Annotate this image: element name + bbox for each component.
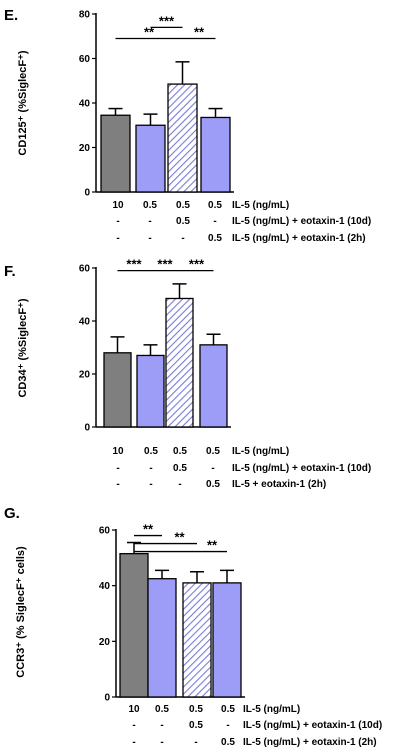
condition-cell: - <box>116 479 119 490</box>
panel-label: G. <box>4 505 20 522</box>
significance-label: ** <box>194 24 205 39</box>
bar-1 <box>119 553 149 698</box>
condition-cell: - <box>116 233 119 244</box>
condition-cell: 0.5 <box>143 200 157 211</box>
bar-3 <box>167 83 198 193</box>
condition-row-label: IL-5 (ng/mL) + eotaxin-1 (2h) <box>232 233 366 244</box>
condition-cell: 0.5 <box>173 446 187 457</box>
condition-cell: 0.5 <box>206 479 220 490</box>
y-tick-label: 60 <box>79 54 91 65</box>
condition-cell: 10 <box>112 200 124 211</box>
bar-2 <box>136 354 165 428</box>
condition-cell: 10 <box>112 446 124 457</box>
condition-cell: - <box>132 720 135 731</box>
bar-4 <box>200 116 231 193</box>
condition-cell: - <box>116 463 119 474</box>
significance-label: *** <box>189 257 205 272</box>
y-tick-label: 20 <box>79 143 91 154</box>
condition-cell: - <box>194 737 197 748</box>
significance-label: ** <box>207 538 218 553</box>
y-tick-label: 60 <box>79 264 91 275</box>
y-tick-label: 40 <box>79 317 91 328</box>
condition-cell: 0.5 <box>189 704 203 715</box>
condition-row-label: IL-5 (ng/mL) + eotaxin-1 (2h) <box>243 737 377 748</box>
bar-1 <box>100 114 131 193</box>
condition-cell: - <box>149 463 152 474</box>
condition-row-label: IL-5 (ng/mL) + eotaxin-1 (10d) <box>243 720 382 731</box>
y-axis-label: CD34⁺ (%SiglecF⁺) <box>17 298 29 397</box>
y-tick-label: 20 <box>99 637 111 648</box>
chart-panel-f: F. CD34⁺ (%SiglecF⁺) 0 20 40 60 *** *** *** 10 0.5… <box>4 257 371 490</box>
condition-cell: - <box>181 233 184 244</box>
chart-panel-g: G. CCR3⁺ (% SiglecF⁺ cells) 0 20 40 60 ** ** ** 1… <box>4 505 382 748</box>
condition-cell: 0.5 <box>221 737 235 748</box>
condition-cell: - <box>116 216 119 227</box>
bar-2 <box>147 578 177 698</box>
condition-cell: 0.5 <box>176 216 190 227</box>
panel-label: E. <box>4 7 18 24</box>
y-tick-label: 40 <box>99 581 111 592</box>
condition-cell: - <box>213 216 216 227</box>
y-tick-label: 40 <box>79 99 91 110</box>
condition-cell: - <box>160 720 163 731</box>
panel-label: F. <box>4 263 16 280</box>
condition-row-label: IL-5 (ng/mL) <box>243 704 300 715</box>
condition-cell: 0.5 <box>155 704 169 715</box>
condition-row-label: IL-5 (ng/mL) <box>232 446 289 457</box>
condition-cell: - <box>160 737 163 748</box>
condition-cell: 0.5 <box>173 463 187 474</box>
condition-cell: - <box>148 216 151 227</box>
condition-row-label: IL-5 (ng/mL) + eotaxin-1 (10d) <box>232 463 371 474</box>
y-tick-label: 0 <box>84 423 90 434</box>
condition-cell: - <box>226 720 229 731</box>
bar-3 <box>165 297 194 428</box>
y-tick-label: 0 <box>84 188 90 199</box>
condition-cell: 10 <box>128 704 140 715</box>
condition-cell: 0.5 <box>176 200 190 211</box>
y-axis-label: CCR3⁺ (% SiglecF⁺ cells) <box>15 546 27 678</box>
condition-row-label: IL-5 (ng/mL) <box>232 200 289 211</box>
bar-2 <box>135 124 166 193</box>
condition-row-label: IL-5 (ng/mL) + eotaxin-1 (10d) <box>232 216 371 227</box>
significance-label: ** <box>143 522 154 537</box>
condition-cell: 0.5 <box>208 233 222 244</box>
condition-cell: - <box>211 463 214 474</box>
condition-cell: - <box>178 479 181 490</box>
significance-label: *** <box>126 257 142 272</box>
significance-label: ** <box>174 530 185 545</box>
condition-row-label: IL-5 + eotaxin-1 (2h) <box>232 479 326 490</box>
y-tick-label: 20 <box>79 370 91 381</box>
condition-cell: 0.5 <box>189 720 203 731</box>
condition-cell: 0.5 <box>221 704 235 715</box>
condition-cell: - <box>132 737 135 748</box>
bar-4 <box>199 344 228 428</box>
condition-cell: 0.5 <box>144 446 158 457</box>
y-tick-label: 80 <box>79 10 91 21</box>
bar-4 <box>212 582 242 698</box>
bar-1 <box>103 352 132 428</box>
significance-label: ** <box>144 24 155 39</box>
condition-cell: - <box>148 233 151 244</box>
y-tick-label: 0 <box>104 693 110 704</box>
condition-cell: - <box>149 479 152 490</box>
condition-cell: 0.5 <box>206 446 220 457</box>
y-tick-label: 60 <box>99 526 111 537</box>
significance-label: *** <box>159 13 175 28</box>
y-axis-label: CD125⁺ (%SiglecF⁺) <box>17 50 29 155</box>
significance-label: *** <box>157 257 173 272</box>
condition-cell: 0.5 <box>208 200 222 211</box>
bar-3 <box>182 582 212 698</box>
